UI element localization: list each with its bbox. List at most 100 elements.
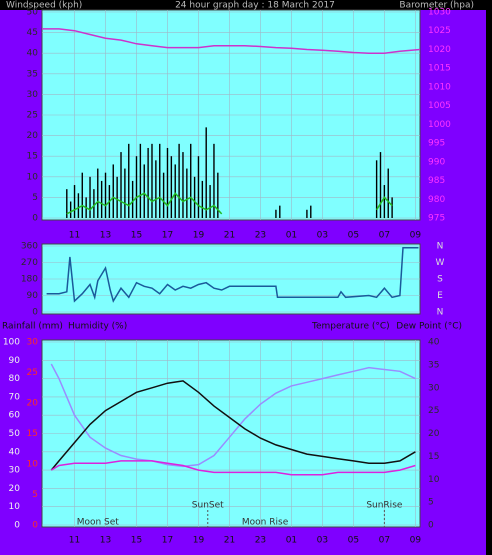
y2-tick-label: N [437, 242, 444, 252]
y2-tick-label: 1005 [428, 101, 451, 111]
y-tick-label: 40 [9, 447, 21, 457]
y3-tick-label: 0 [32, 521, 38, 531]
y-tick-label: 30 [9, 466, 21, 476]
y-tick-label: 0 [32, 308, 38, 318]
y2-tick-label: 1015 [428, 64, 451, 74]
y2-tick-label: 1010 [428, 82, 451, 92]
y-tick-label: 180 [21, 275, 38, 285]
y-tick-label: 50 [27, 8, 39, 18]
series-line [46, 247, 419, 303]
y-tick-label: 20 [27, 131, 39, 141]
y-tick-label: 40 [27, 49, 39, 59]
y2-tick-label: 985 [428, 176, 445, 186]
y2-tick-label: 5 [428, 498, 434, 508]
legend-temperature: Temperature (°C) [311, 322, 390, 332]
x-tick-label: 15 [131, 231, 142, 241]
y-tick-label: 100 [3, 338, 20, 348]
y-tick-label: 90 [9, 356, 21, 366]
y3-tick-label: 5 [32, 490, 38, 500]
legend-dew-point: Dew Point (°C) [396, 322, 462, 332]
y2-tick-label: 10 [428, 475, 440, 485]
y2-tick-label: 980 [428, 195, 445, 205]
y-tick-label: 60 [9, 411, 21, 421]
series-line [42, 28, 421, 54]
y-tick-label: 50 [9, 429, 21, 439]
x-tick-label: 07 [379, 231, 390, 241]
y2-tick-label: 990 [428, 157, 445, 167]
y-tick-label: 45 [27, 28, 38, 38]
x-tick-label: 05 [348, 231, 359, 241]
y-tick-label: 80 [9, 374, 21, 384]
series-line [50, 363, 416, 468]
y2-tick-label: 15 [428, 452, 439, 462]
series-line [66, 192, 393, 215]
y3-tick-label: 30 [27, 338, 39, 348]
y3-tick-label: 20 [27, 399, 39, 409]
y-tick-label: 30 [27, 90, 39, 100]
y2-tick-label: 40 [428, 338, 440, 348]
x-tick-label: 17 [162, 231, 173, 241]
y2-tick-label: W [436, 258, 445, 268]
y3-tick-label: 15 [27, 429, 38, 439]
x-tick-label: 03 [317, 536, 328, 546]
x-tick-label: 11 [69, 231, 80, 241]
y2-tick-label: 1030 [428, 8, 451, 18]
y3-tick-label: 10 [27, 460, 39, 470]
y-tick-label: 15 [27, 152, 38, 162]
y2-tick-label: 30 [428, 383, 440, 393]
x-tick-label: 05 [348, 536, 359, 546]
series-line [50, 460, 416, 476]
annotation: SunRise [366, 501, 403, 511]
x-tick-label: 23 [255, 536, 266, 546]
y3-tick-label: 25 [27, 368, 38, 378]
y3-label: Rainfall (mm) [2, 322, 63, 332]
y2-label: Barometer (hpa) [399, 1, 474, 11]
y2-tick-label: 1000 [428, 120, 451, 130]
x-tick-label: 01 [286, 536, 297, 546]
x-tick-label: 11 [69, 536, 80, 546]
x-tick-label: 21 [224, 231, 235, 241]
y-tick-label: 25 [27, 111, 38, 121]
legend-humidity: Humidity (%) [68, 322, 127, 332]
x-tick-label: 09 [410, 536, 422, 546]
y-tick-label: 35 [27, 69, 38, 79]
y-tick-label: 70 [9, 392, 21, 402]
x-tick-label: 07 [379, 536, 390, 546]
y2-tick-label: 0 [428, 521, 434, 531]
x-tick-label: 13 [100, 536, 111, 546]
x-tick-label: 17 [162, 536, 173, 546]
x-tick-label: 19 [193, 536, 205, 546]
y-tick-label: 10 [27, 172, 39, 182]
x-tick-label: 01 [286, 231, 297, 241]
y-label: Windspeed (kph) [6, 1, 82, 11]
series-line [50, 380, 416, 471]
y2-tick-label: 1025 [428, 26, 451, 36]
y2-tick-label: 25 [428, 406, 439, 416]
y-tick-label: 360 [21, 242, 38, 252]
chart-title: 24 hour graph day : 18 March 2017 [175, 1, 335, 11]
x-tick-label: 23 [255, 231, 266, 241]
y2-tick-label: S [437, 275, 443, 285]
y2-tick-label: 975 [428, 214, 445, 224]
x-tick-label: 09 [410, 231, 422, 241]
y-tick-label: 0 [14, 521, 20, 531]
x-tick-label: 13 [100, 231, 111, 241]
annotation: Moon Rise [242, 518, 289, 528]
y-tick-label: 5 [32, 193, 38, 203]
annotation: SunSet [192, 501, 224, 511]
x-tick-label: 21 [224, 536, 235, 546]
y2-tick-label: 1020 [428, 45, 451, 55]
x-tick-label: 15 [131, 536, 142, 546]
y-tick-label: 10 [9, 502, 21, 512]
title-bar [0, 0, 486, 10]
annotation: Moon Set [77, 518, 120, 528]
x-tick-label: 19 [193, 231, 205, 241]
y2-tick-label: 35 [428, 360, 439, 370]
y-tick-label: 0 [32, 214, 38, 224]
y-tick-label: 270 [21, 258, 38, 268]
y-tick-label: 20 [9, 484, 21, 494]
y2-tick-label: 995 [428, 139, 445, 149]
y2-tick-label: E [437, 291, 443, 301]
